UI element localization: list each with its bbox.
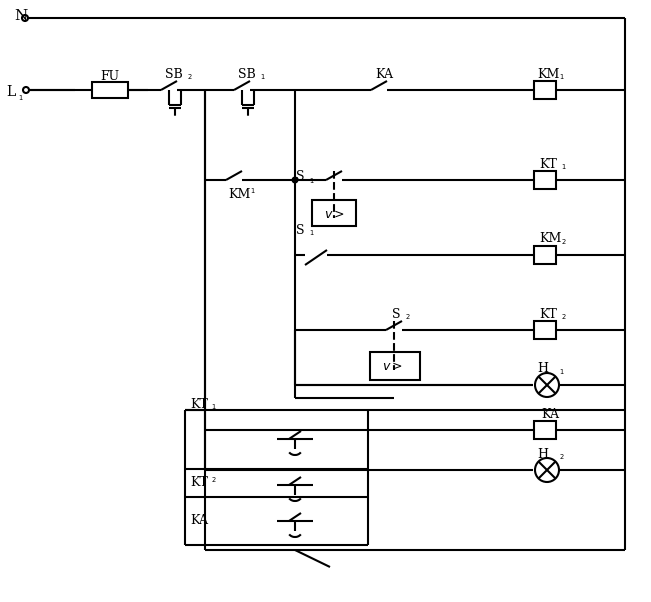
Text: S: S: [296, 170, 305, 182]
Text: N: N: [14, 9, 27, 23]
Text: KM: KM: [537, 67, 559, 81]
Text: $_1$: $_1$: [559, 72, 564, 82]
Bar: [92, 82, 128, 98]
Bar: [534, 321, 556, 339]
Text: $_2$: $_2$: [561, 237, 566, 247]
Text: $_1$: $_1$: [260, 72, 266, 82]
Text: FU: FU: [100, 69, 119, 82]
Text: $_2$: $_2$: [405, 312, 411, 322]
Text: $v>$: $v>$: [324, 208, 345, 220]
Text: $_2$: $_2$: [211, 475, 217, 485]
Text: SB: SB: [238, 67, 256, 81]
Text: KM: KM: [228, 187, 251, 200]
Text: $_1$: $_1$: [211, 402, 217, 412]
Text: KA: KA: [375, 67, 393, 81]
Bar: [534, 421, 556, 439]
Text: KA: KA: [541, 408, 559, 421]
Text: $_1$: $_1$: [561, 162, 567, 172]
Text: KM: KM: [539, 232, 561, 246]
Text: $_1$: $_1$: [559, 367, 564, 377]
Bar: [534, 171, 556, 189]
Text: KT: KT: [190, 477, 208, 489]
Text: L: L: [6, 85, 15, 99]
Text: $v>$: $v>$: [382, 361, 403, 373]
Text: H: H: [537, 447, 548, 461]
Bar: [370, 352, 420, 380]
Text: KT: KT: [539, 308, 557, 320]
Text: $_1$: $_1$: [250, 186, 256, 196]
Text: KA: KA: [190, 515, 208, 527]
Text: $_1$: $_1$: [309, 176, 314, 186]
Bar: [534, 81, 556, 99]
Text: KT: KT: [190, 397, 208, 411]
Text: $_1$: $_1$: [309, 228, 314, 238]
Bar: [312, 200, 356, 226]
Text: $_2$: $_2$: [559, 452, 564, 462]
Text: $_2$: $_2$: [561, 312, 566, 322]
Text: SB: SB: [165, 67, 183, 81]
Bar: [534, 246, 556, 264]
Text: $_2$: $_2$: [187, 72, 193, 82]
Text: H: H: [537, 362, 548, 376]
Circle shape: [292, 177, 298, 183]
Text: KT: KT: [539, 158, 557, 170]
Text: $_1$: $_1$: [18, 93, 23, 103]
Text: S: S: [296, 223, 305, 237]
Text: S: S: [392, 308, 400, 320]
